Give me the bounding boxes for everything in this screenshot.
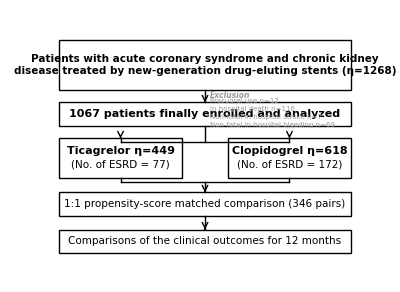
Text: In hospital death η=116: In hospital death η=116	[210, 106, 295, 112]
Bar	[59, 39, 351, 90]
Bar	[59, 192, 351, 216]
Text: (No. of ESRD = 77): (No. of ESRD = 77)	[71, 160, 170, 170]
Bar	[228, 138, 351, 178]
Text: 1:1 propensity-score matched comparison (346 pairs): 1:1 propensity-score matched comparison …	[64, 199, 346, 209]
Text: Clopidogrel η=618: Clopidogrel η=618	[232, 146, 347, 157]
Text: Non-fatal in hospital stroke η=7: Non-fatal in hospital stroke η=7	[210, 114, 322, 120]
Text: (No. of ESRD = 172): (No. of ESRD = 172)	[237, 160, 342, 170]
Text: Ticagrelor η=449: Ticagrelor η=449	[66, 146, 174, 157]
Text: 1067 patients finally enrolled and analyzed: 1067 patients finally enrolled and analy…	[70, 109, 340, 119]
Bar	[59, 230, 351, 253]
Bar	[59, 138, 182, 178]
Bar	[59, 102, 351, 126]
Text: Patients with acute coronary syndrome and chronic kidney
disease treated by new-: Patients with acute coronary syndrome an…	[14, 54, 396, 76]
Text: Prasugrel use η=12: Prasugrel use η=12	[210, 98, 278, 104]
Text: Non-fatal in hospital bleeding η=69: Non-fatal in hospital bleeding η=69	[210, 121, 335, 128]
Text: Exclusion: Exclusion	[210, 91, 250, 100]
Text: Comparisons of the clinical outcomes for 12 months: Comparisons of the clinical outcomes for…	[68, 236, 342, 246]
